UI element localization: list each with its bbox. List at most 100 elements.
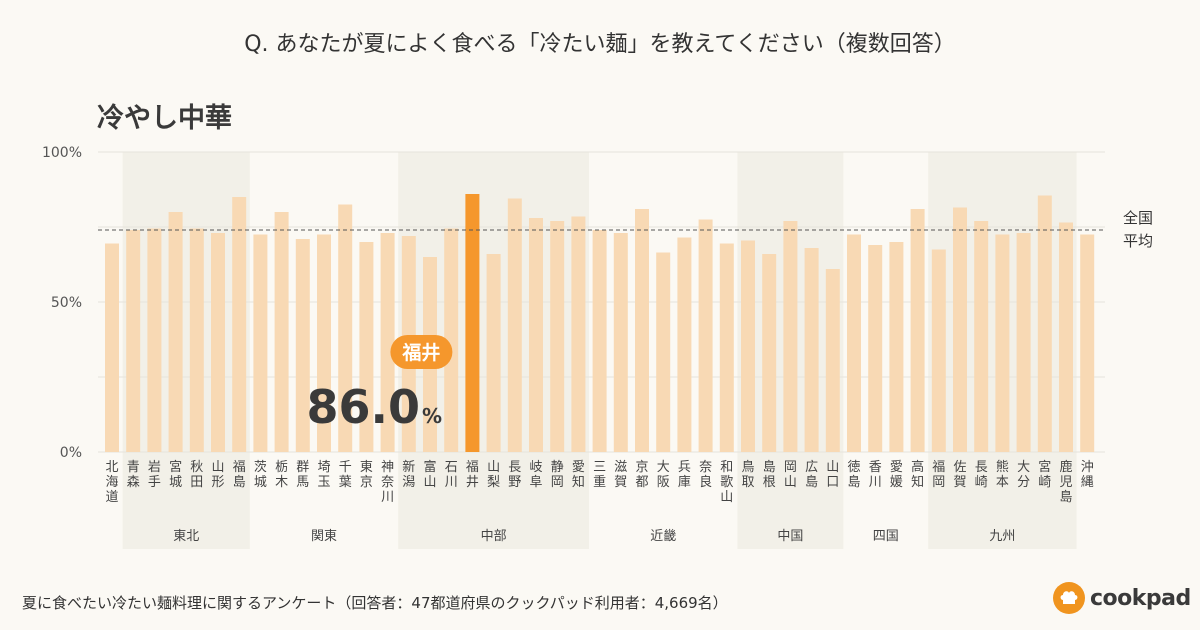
x-label-千葉: 千葉 — [339, 460, 352, 490]
bar-栃木 — [275, 212, 289, 452]
bar-島根 — [762, 254, 776, 452]
x-label-char: 取 — [741, 475, 754, 490]
x-label-広島: 広島 — [805, 460, 818, 490]
x-label-宮城: 宮城 — [169, 459, 182, 490]
bar-和歌山 — [720, 244, 734, 453]
x-label-char: 海 — [105, 475, 118, 490]
x-label-秋田: 秋田 — [190, 460, 203, 490]
bar-高知 — [911, 209, 925, 452]
x-label-char: 三 — [593, 460, 606, 475]
x-label-香川: 香川 — [869, 460, 882, 490]
x-label-静岡: 静岡 — [551, 460, 564, 490]
x-label-山梨: 山梨 — [487, 460, 500, 490]
x-label-char: 梨 — [487, 475, 500, 490]
y-tick-label: 0% — [60, 445, 82, 461]
x-label-新潟: 新潟 — [402, 459, 415, 490]
x-label-char: 分 — [1017, 475, 1030, 490]
bar-静岡 — [550, 221, 564, 452]
x-label-char: 歌 — [720, 475, 733, 490]
x-label-鹿児島: 鹿児島 — [1059, 459, 1072, 505]
bar-山口 — [826, 269, 840, 452]
bar-青森 — [126, 230, 140, 452]
x-label-山形: 山形 — [211, 460, 224, 490]
bar-宮城 — [169, 212, 183, 452]
x-label-char: 賀 — [614, 475, 627, 490]
x-label-沖縄: 沖縄 — [1081, 460, 1094, 490]
x-label-char: 島 — [1059, 490, 1072, 505]
bar-沖縄 — [1080, 235, 1094, 453]
x-label-佐賀: 佐賀 — [953, 460, 966, 490]
x-label-char: 縄 — [1081, 475, 1094, 490]
x-label-char: 沖 — [1081, 460, 1094, 475]
region-label: 関東 — [311, 528, 337, 544]
bar-長崎 — [974, 221, 988, 452]
bar-福岡 — [932, 250, 946, 453]
x-label-char: 大 — [1017, 460, 1030, 475]
bar-大分 — [1017, 233, 1031, 452]
x-label-char: 庫 — [678, 475, 691, 490]
x-label-福島: 福島 — [233, 460, 246, 490]
y-tick-label: 50% — [51, 295, 82, 311]
y-tick-label: 100% — [42, 145, 82, 161]
x-label-char: 岐 — [529, 460, 542, 475]
y-axis-labels: 0% 50% 100% — [42, 145, 82, 461]
x-label-長野: 長野 — [508, 460, 521, 490]
bar-岩手 — [147, 229, 161, 453]
x-label-char: 島 — [847, 475, 860, 490]
x-label-char: 鳥 — [741, 460, 754, 475]
x-label-char: 長 — [508, 460, 521, 475]
x-label-char: 佐 — [953, 460, 966, 475]
x-label-char: 形 — [211, 475, 224, 490]
bar-福島 — [232, 197, 246, 452]
x-label-長崎: 長崎 — [975, 460, 988, 490]
bar-福井 — [465, 194, 479, 452]
x-label-char: 井 — [466, 475, 479, 490]
x-label-char: 京 — [635, 460, 648, 475]
bar-長野 — [508, 199, 522, 453]
x-label-奈良: 奈良 — [699, 460, 712, 490]
highlight-unit: % — [422, 404, 442, 428]
x-label-char: 崎 — [1038, 475, 1051, 490]
x-label-char: 宮 — [1038, 459, 1051, 475]
x-label-宮崎: 宮崎 — [1038, 459, 1051, 490]
bar-秋田 — [190, 229, 204, 453]
x-label-char: 潟 — [402, 475, 415, 490]
region-band — [123, 152, 250, 549]
bar-香川 — [868, 245, 882, 452]
x-label-char: 新 — [402, 459, 415, 475]
x-label-char: 香 — [869, 460, 882, 475]
x-label-滋賀: 滋賀 — [614, 460, 627, 490]
x-label-茨城: 茨城 — [254, 460, 267, 490]
x-label-char: 群 — [296, 460, 309, 475]
x-label-char: 兵 — [678, 460, 691, 475]
x-label-栃木: 栃木 — [275, 460, 288, 490]
x-label-char: 埼 — [317, 460, 330, 475]
bar-鳥取 — [741, 241, 755, 453]
bar-愛媛 — [889, 242, 903, 452]
x-label-char: 山 — [423, 475, 436, 490]
x-label-岡山: 岡山 — [784, 460, 797, 490]
x-label-char: 川 — [381, 490, 394, 505]
x-label-char: 岡 — [551, 475, 564, 490]
x-label-char: 山 — [720, 490, 733, 505]
x-label-char: 都 — [635, 475, 648, 490]
x-label-岩手: 岩手 — [148, 460, 161, 490]
x-label-北海道: 北海道 — [105, 460, 118, 505]
x-label-char: 重 — [593, 474, 606, 490]
x-label-char: 山 — [211, 460, 224, 475]
x-label-東京: 東京 — [360, 459, 373, 490]
x-label-char: 手 — [148, 475, 161, 490]
x-label-三重: 三重 — [593, 460, 606, 490]
x-label-char: 東 — [360, 459, 373, 475]
bar-奈良 — [699, 220, 713, 453]
x-label-char: 城 — [254, 475, 267, 490]
bar-chart: 全国平均 北海道青森岩手宮城秋田山形福島茨城栃木群馬埼玉千葉東京神奈川新潟富山石… — [0, 0, 1200, 575]
x-label-char: 北 — [105, 460, 118, 475]
x-label-char: 根 — [763, 475, 776, 490]
x-label-char: 石 — [445, 460, 458, 475]
x-label-char: 山 — [826, 460, 839, 475]
x-label-char: 徳 — [847, 460, 860, 475]
x-label-char: 道 — [105, 490, 118, 505]
x-label-char: 木 — [275, 475, 288, 490]
x-label-福井: 福井 — [466, 460, 479, 490]
